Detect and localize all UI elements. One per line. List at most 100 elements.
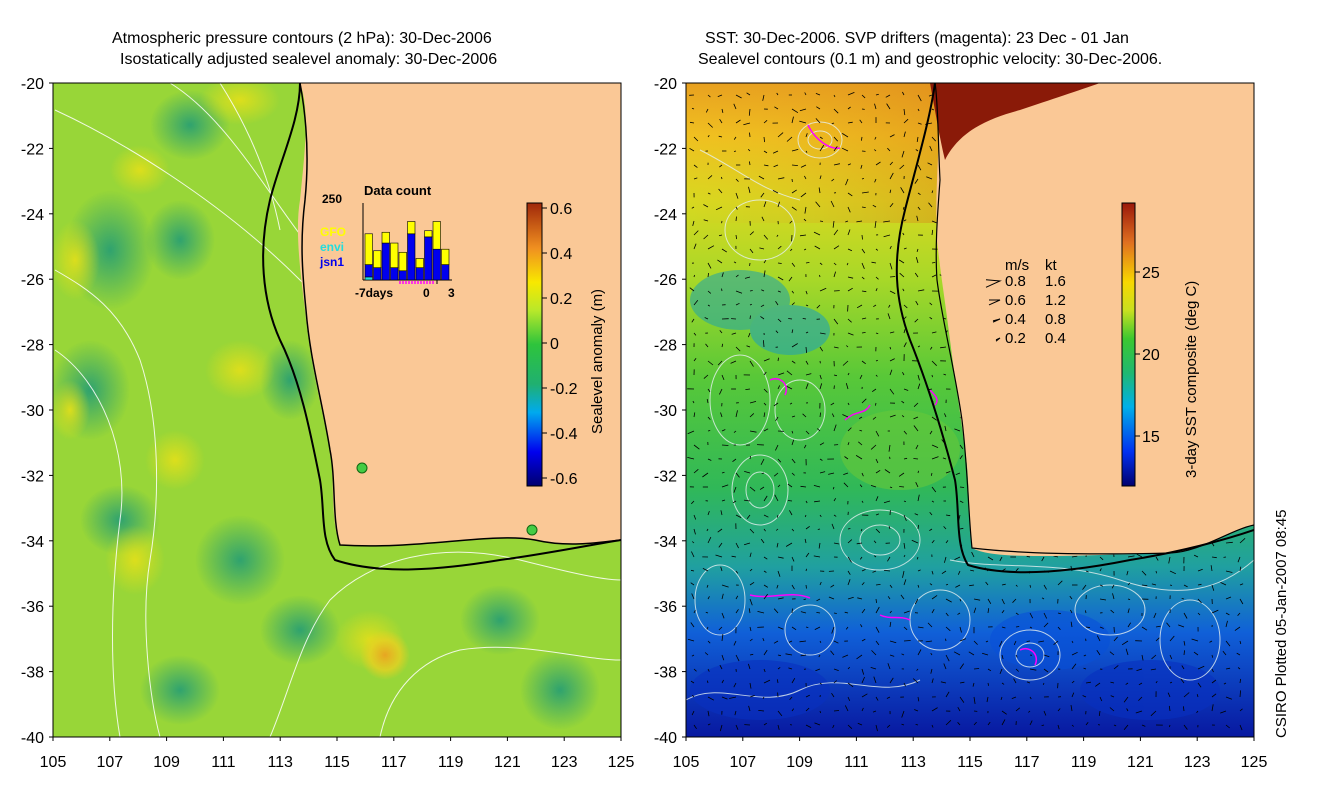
velocity-arrow: [1015, 668, 1019, 672]
velocity-arrow: [903, 514, 907, 522]
velocity-arrow: [763, 412, 766, 418]
velocity-arrow: [973, 696, 976, 704]
velocity-arrow: [746, 514, 751, 520]
velocity-arrow: [889, 262, 893, 270]
velocity-arrow: [986, 696, 989, 703]
velocity-arrow: [917, 383, 921, 390]
velocity-arrow: [707, 696, 715, 701]
velocity-arrow: [777, 667, 781, 670]
velocity-arrow: [763, 402, 767, 406]
velocity-arrow: [703, 219, 709, 222]
velocity-arrow: [788, 667, 793, 670]
left-lat-label: -40: [21, 730, 44, 747]
velocity-arrow: [959, 663, 965, 670]
velocity-arrow: [861, 668, 865, 675]
velocity-arrow: [761, 289, 765, 292]
velocity-arrow: [1043, 622, 1049, 628]
velocity-arrow: [735, 274, 739, 278]
sst-colorbar-tick-label: 20: [1142, 347, 1160, 364]
velocity-arrow: [903, 554, 906, 558]
inset-bar-jsn1: [373, 267, 382, 281]
velocity-arrow: [940, 681, 947, 684]
velocity-arrow: [791, 290, 795, 294]
velocity-arrow: [791, 626, 797, 631]
velocity-arrow: [733, 103, 737, 110]
velocity-arrow: [875, 626, 880, 633]
velocity-arrow: [861, 234, 863, 240]
velocity-arrow: [748, 663, 751, 670]
velocity-arrow: [889, 331, 895, 334]
velocity-arrow: [791, 360, 796, 364]
velocity-arrow: [818, 654, 821, 658]
velocity-arrow: [815, 93, 821, 96]
velocity-arrow: [760, 316, 765, 320]
velocity-arrow: [957, 612, 961, 615]
right-lon-label: 123: [1184, 754, 1211, 771]
velocity-arrow: [777, 385, 781, 390]
velocity-arrow: [763, 528, 766, 532]
velocity-arrow: [703, 374, 709, 379]
right-lon-label: 107: [729, 754, 756, 771]
velocity-arrow: [1123, 696, 1129, 703]
velocity-arrow: [791, 556, 795, 562]
velocity-arrow: [931, 724, 934, 728]
velocity-arrow: [715, 206, 723, 211]
velocity-arrow: [763, 201, 767, 208]
velocity-legend: m/s kt 0.8 1.6 0.6 1.2 0.4 0.8 0.2 0.4: [985, 257, 1066, 347]
velocity-arrow: [831, 692, 835, 698]
velocity-arrow: [789, 696, 793, 701]
sla-colorbar-tick-label: -0.6: [550, 471, 578, 488]
velocity-arrow: [913, 458, 919, 460]
velocity-arrow: [721, 374, 725, 381]
velocity-arrow: [689, 121, 695, 124]
velocity-arrow: [860, 164, 863, 169]
velocity-arrow: [1015, 612, 1019, 616]
velocity-arrow: [1178, 624, 1185, 628]
velocity-arrow: [735, 410, 738, 418]
velocity-arrow: [763, 388, 768, 393]
velocity-arrow: [819, 682, 822, 685]
velocity-arrow: [987, 608, 990, 614]
velocity-arrow: [691, 551, 695, 558]
velocity-arrow: [857, 722, 863, 726]
velocity-arrow: [903, 342, 907, 348]
velocity-arrow: [900, 187, 905, 194]
velocity-arrow: [1211, 609, 1219, 614]
velocity-arrow: [689, 147, 695, 152]
velocity-arrow: [1015, 707, 1021, 712]
inset-title: Data count: [364, 183, 432, 198]
velocity-arrow: [1109, 707, 1115, 712]
velocity-arrow: [861, 276, 865, 280]
velocity-arrow: [791, 164, 798, 166]
velocity-arrow: [1138, 682, 1143, 686]
velocity-arrow: [875, 93, 879, 96]
velocity-arrow: [898, 259, 905, 264]
velocity-arrow: [1096, 635, 1101, 642]
velocity-arrow: [841, 133, 849, 138]
velocity-arrow: [931, 360, 937, 366]
velocity-legend-ms: 0.6: [1005, 292, 1026, 309]
velocity-arrow: [749, 695, 755, 698]
velocity-arrow: [847, 287, 853, 292]
velocity-arrow: [870, 444, 877, 450]
left-lon-label: 105: [40, 754, 67, 771]
velocity-arrow: [717, 94, 723, 97]
velocity-arrow: [1141, 654, 1144, 661]
velocity-arrow: [887, 663, 891, 670]
velocity-arrow: [856, 304, 863, 309]
velocity-arrow: [819, 383, 823, 390]
velocity-arrow: [1183, 650, 1185, 656]
velocity-arrow: [833, 271, 836, 278]
velocity-arrow: [707, 680, 709, 684]
velocity-arrow: [693, 610, 696, 614]
velocity-arrow: [705, 108, 709, 113]
velocity-arrow: [872, 204, 877, 208]
velocity-arrow: [875, 469, 881, 474]
velocity-arrow: [847, 248, 853, 252]
velocity-arrow: [875, 584, 881, 586]
velocity-arrow: [735, 514, 742, 518]
velocity-arrow: [875, 496, 879, 502]
velocity-arrow: [831, 413, 835, 418]
velocity-arrow: [791, 415, 796, 418]
